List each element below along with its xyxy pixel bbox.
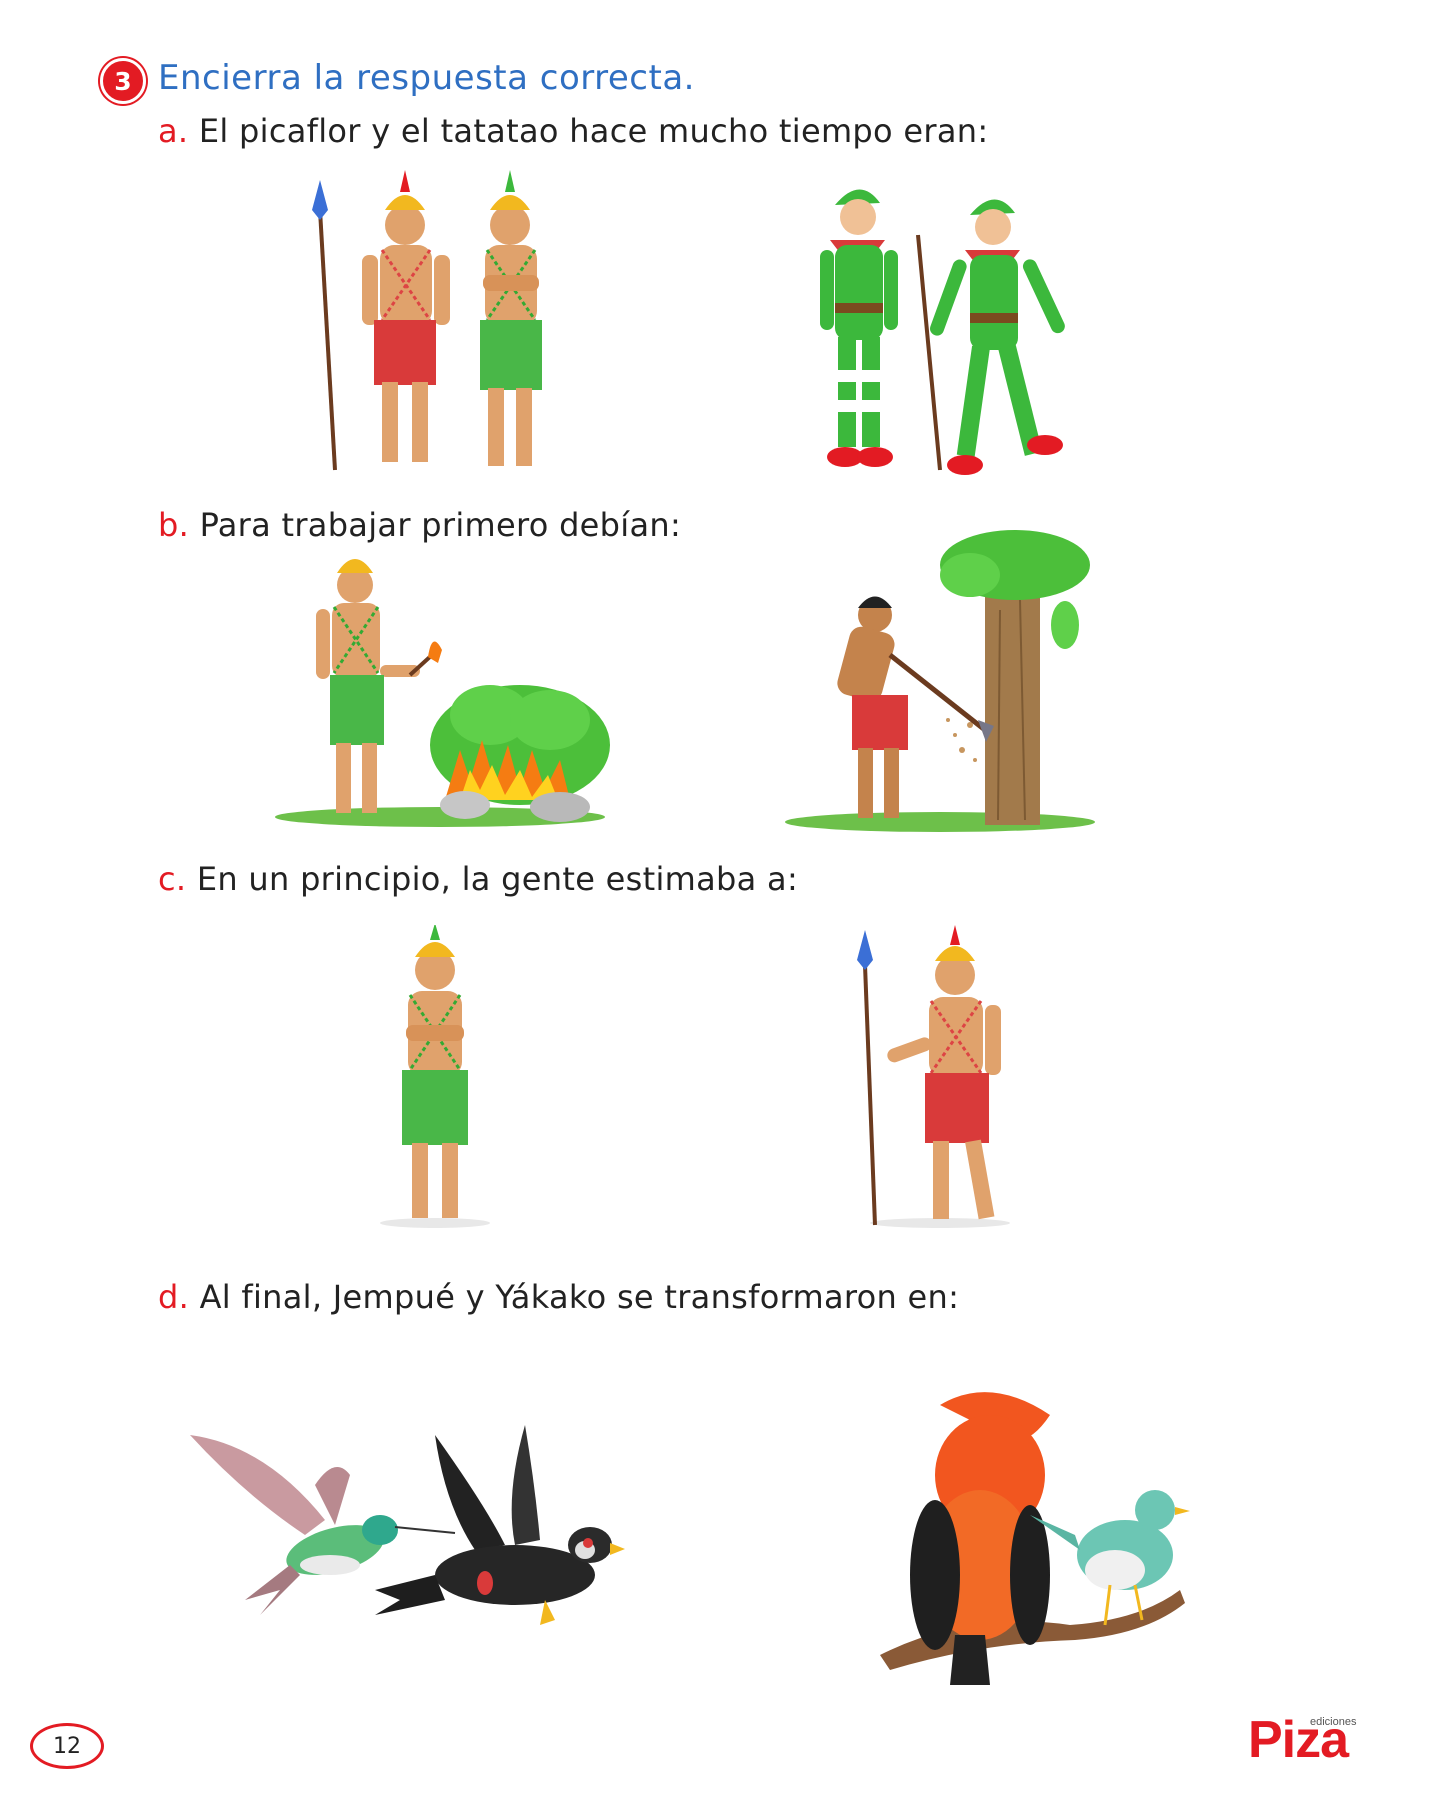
option-a2-elves-image[interactable]	[800, 175, 1100, 485]
question-letter: a.	[158, 112, 189, 150]
brand-logo: Piza	[1248, 1711, 1349, 1769]
option-b2-chopping-tree-image[interactable]	[780, 530, 1100, 835]
question-d: d. Al final, Jempué y Yákako se transfor…	[158, 1278, 959, 1316]
question-text: El picaflor y el tatatao hace mucho tiem…	[198, 112, 989, 150]
question-letter: d.	[158, 1278, 190, 1316]
logo-subtitle: ediciones	[1310, 1716, 1357, 1728]
option-d2-cock-of-rock-and-bird-image[interactable]	[880, 1385, 1210, 1685]
option-a1-indigenous-men-image[interactable]	[300, 170, 600, 480]
question-text: Al final, Jempué y Yákako se transformar…	[199, 1278, 960, 1316]
question-c: c. En un principio, la gente estimaba a:	[158, 860, 798, 898]
question-letter: c.	[158, 860, 187, 898]
page-number: 12	[30, 1723, 104, 1769]
option-b1-burning-bush-image[interactable]	[270, 545, 610, 830]
question-a: a. El picaflor y el tatatao hace mucho t…	[158, 112, 988, 150]
question-letter: b.	[158, 506, 190, 544]
question-b: b. Para trabajar primero debían:	[158, 506, 681, 544]
question-text: Para trabajar primero debían:	[199, 506, 682, 544]
option-c2-man-red-spear-image[interactable]	[845, 925, 1020, 1235]
instruction-number-badge: 3	[100, 58, 146, 104]
question-text: En un principio, la gente estimaba a:	[196, 860, 799, 898]
instruction-text: Encierra la respuesta correcta.	[158, 58, 695, 98]
option-d1-hummingbird-blackbird-image[interactable]	[185, 1425, 695, 1655]
option-c1-man-green-image[interactable]	[370, 925, 500, 1230]
